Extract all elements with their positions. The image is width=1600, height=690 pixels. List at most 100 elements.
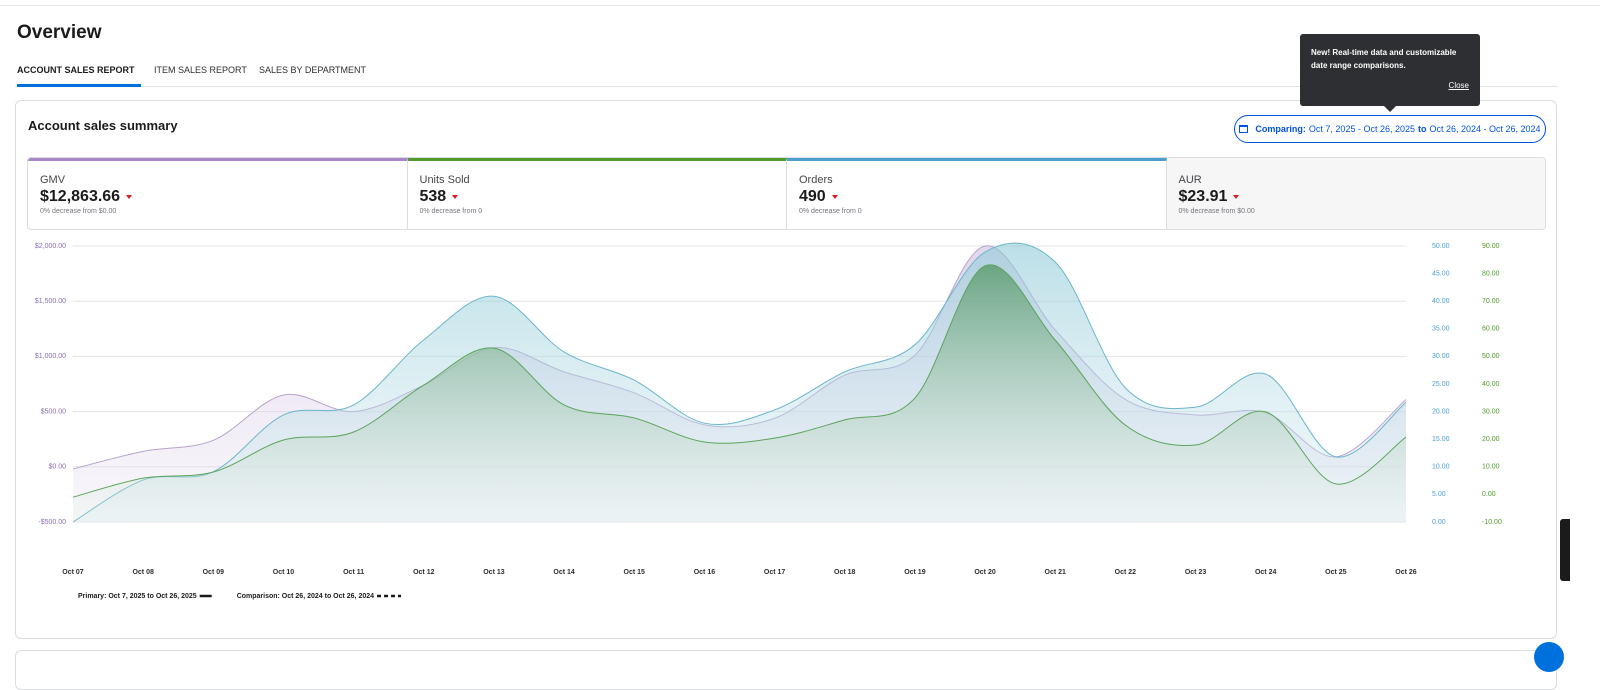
y3-tick-label: 80.00	[1482, 270, 1500, 277]
y3-tick-label: 20.00	[1482, 436, 1500, 443]
y2-tick-label: 20.00	[1432, 408, 1450, 415]
metric-value-row: 490	[799, 188, 1154, 206]
y2-tick-label: 30.00	[1432, 353, 1450, 360]
metric[interactable]: Orders 490 0% decrease from 0	[787, 158, 1167, 229]
compare-joiner: to	[1417, 124, 1427, 134]
tooltip-arrow	[1384, 106, 1396, 112]
summary-card	[15, 100, 1557, 639]
metric-name: Orders	[799, 174, 833, 186]
x-tick-label: Oct 15	[624, 569, 646, 576]
y3-tick-label: -10.00	[1482, 519, 1502, 526]
tooltip: New! Real-time data and customizable dat…	[1300, 34, 1480, 106]
decrease-icon	[126, 195, 133, 199]
compare-label: Comparing:	[1255, 124, 1306, 134]
y3-tick-label: 60.00	[1482, 326, 1500, 333]
metric-value-row: 538	[420, 188, 775, 206]
top-divider	[0, 5, 1600, 6]
metric[interactable]: Units Sold 538 0% decrease from 0	[407, 158, 787, 229]
chart: -$500.00 $0.00 $500.00 $1,000.00 $1,500.00 $2…	[35, 242, 1502, 600]
y2-tick-label: 45.00	[1432, 270, 1450, 277]
metric[interactable]: GMV $12,863.66 0% decrease from $0.00	[28, 158, 408, 229]
y3-tick-label: 0.00	[1482, 491, 1496, 498]
x-tick-label: Oct 24	[1255, 569, 1277, 576]
metric-value: 538	[419, 188, 447, 205]
feedback-tab[interactable]	[1560, 519, 1570, 581]
y-tick-label: $0.00	[48, 464, 66, 471]
tab-divider	[15, 86, 1558, 87]
tab-indicator	[17, 84, 141, 87]
metric-value-row: $12,863.66	[40, 188, 395, 206]
metric-note: 0% decrease from 0	[799, 208, 862, 215]
y2-tick-label: 10.00	[1432, 464, 1450, 471]
x-tick-label: Oct 16	[694, 569, 716, 576]
x-tick-label: Oct 13	[483, 569, 505, 576]
x-tick-label: Oct 14	[553, 569, 575, 576]
series-line	[72, 264, 1407, 498]
tab[interactable]: ACCOUNT SALES REPORT	[17, 65, 135, 75]
metric-value: 490	[799, 188, 826, 205]
metric-name: GMV	[40, 174, 66, 186]
y3-tick-label: 90.00	[1482, 243, 1500, 250]
decrease-icon	[452, 195, 459, 199]
page-title: Overview	[17, 22, 102, 43]
x-tick-label: Oct 25	[1325, 569, 1347, 576]
y3-tick-label: 30.00	[1482, 408, 1500, 415]
compare-button[interactable]: Comparing: Oct 7, 2025 - Oct 26, 2025 to…	[1234, 115, 1546, 143]
y3-tick-label: 40.00	[1482, 381, 1500, 388]
y-tick-label: $500.00	[41, 408, 66, 415]
y-tick-label: $2,000.00	[35, 243, 66, 250]
metric-name: Units Sold	[419, 174, 470, 186]
x-tick-label: Oct 21	[1045, 569, 1067, 576]
y-tick-label: $1,000.00	[35, 353, 66, 360]
series-line	[72, 242, 1407, 523]
x-tick-label: Oct 23	[1185, 569, 1207, 576]
compare-comparison: Oct 26, 2024 - Oct 26, 2024	[1429, 124, 1541, 134]
metric-name: AUR	[1178, 174, 1202, 186]
metric-value: $12,863.66	[40, 188, 121, 205]
x-tick-label: Oct 17	[764, 569, 786, 576]
compare-primary: Oct 7, 2025 - Oct 26, 2025	[1308, 124, 1415, 134]
y2-tick-label: 35.00	[1432, 326, 1450, 333]
x-tick-label: Oct 08	[132, 569, 154, 576]
legend-label: Primary: Oct 7, 2025 to Oct 26, 2025	[78, 593, 197, 600]
y2-tick-label: 50.00	[1432, 243, 1450, 250]
tooltip-close[interactable]: Close	[1448, 81, 1469, 90]
x-tick-label: Oct 09	[203, 569, 225, 576]
card-title: Account sales summary	[28, 118, 178, 133]
series-area	[73, 264, 1406, 522]
calendar-icon	[1239, 125, 1249, 133]
metrics-row: GMV $12,863.66 0% decrease from $0.00 Units…	[27, 157, 1546, 230]
help-button[interactable]	[1534, 642, 1564, 672]
metric-value: $23.91	[1178, 188, 1228, 205]
y-tick-label: $1,500.00	[35, 298, 66, 305]
decrease-icon	[1233, 195, 1240, 199]
metric-value-row: $23.91	[1179, 188, 1534, 206]
x-tick-label: Oct 26	[1395, 569, 1417, 576]
metric-note: 0% decrease from 0	[419, 208, 483, 215]
metric-note: 0% decrease from $0.00	[1178, 208, 1255, 215]
x-tick-label: Oct 19	[904, 569, 926, 576]
y3-tick-label: 70.00	[1482, 298, 1500, 305]
y2-tick-label: 40.00	[1432, 298, 1450, 305]
x-tick-label: Oct 20	[974, 569, 996, 576]
legend-label: Comparison: Oct 26, 2024 to Oct 26, 2024	[237, 593, 374, 600]
decrease-icon	[831, 195, 838, 199]
x-tick-label: Oct 07	[62, 569, 84, 576]
tab[interactable]: ITEM SALES REPORT	[154, 65, 247, 75]
metric-note: 0% decrease from $0.00	[40, 208, 117, 215]
tab[interactable]: SALES BY DEPARTMENT	[259, 65, 367, 75]
x-tick-label: Oct 18	[834, 569, 856, 576]
x-tick-label: Oct 10	[273, 569, 295, 576]
tooltip-text: New! Real-time data and customizable dat…	[1311, 48, 1457, 70]
y2-tick-label: 25.00	[1432, 381, 1450, 388]
y3-tick-label: 50.00	[1482, 353, 1500, 360]
x-tick-label: Oct 22	[1115, 569, 1137, 576]
y-tick-label: -$500.00	[38, 519, 66, 526]
page: Overview ACCOUNT SALES REPORT ITEM SALES…	[0, 5, 1600, 690]
y2-tick-label: 0.00	[1432, 519, 1446, 526]
y2-tick-label: 5.00	[1432, 491, 1446, 498]
metric[interactable]: AUR $23.91 0% decrease from $0.00	[1166, 158, 1545, 229]
y3-tick-label: 10.00	[1482, 464, 1500, 471]
x-tick-label: Oct 11	[343, 569, 364, 576]
y2-tick-label: 15.00	[1432, 436, 1450, 443]
